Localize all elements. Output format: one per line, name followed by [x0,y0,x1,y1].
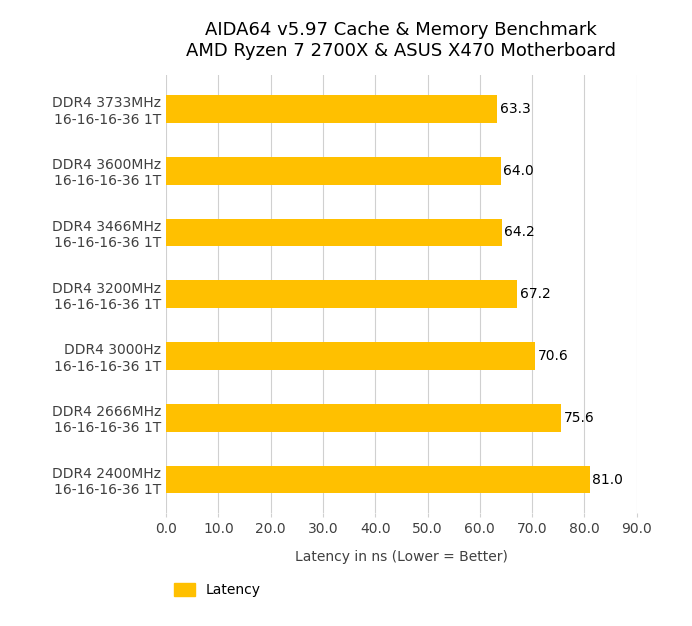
Text: 67.2: 67.2 [520,287,551,301]
Text: 64.2: 64.2 [504,225,535,240]
Bar [166,218,502,247]
Bar [166,156,501,185]
Legend: Latency: Latency [168,578,266,603]
Text: 64.0: 64.0 [503,163,534,178]
Bar [166,404,561,432]
Text: 75.6: 75.6 [564,411,594,425]
Text: 63.3: 63.3 [500,102,530,116]
Text: 70.6: 70.6 [538,349,569,363]
Title: AIDA64 v5.97 Cache & Memory Benchmark
AMD Ryzen 7 2700X & ASUS X470 Motherboard: AIDA64 v5.97 Cache & Memory Benchmark AM… [186,21,617,59]
Bar [166,280,518,308]
Bar [166,466,590,493]
X-axis label: Latency in ns (Lower = Better): Latency in ns (Lower = Better) [295,550,508,564]
Bar [166,95,497,123]
Text: 81.0: 81.0 [592,473,623,486]
Bar [166,342,535,370]
